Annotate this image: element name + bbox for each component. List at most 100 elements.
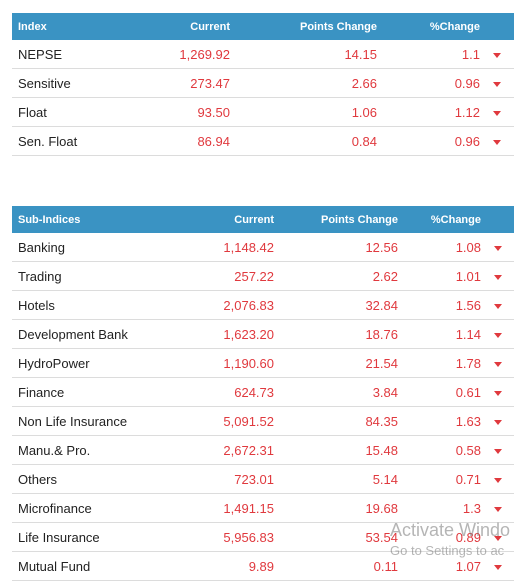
row-points-change: 1.06: [230, 97, 377, 127]
row-current: 723.01: [180, 464, 274, 494]
row-trend: [481, 348, 514, 378]
row-percent-change: 0.71: [398, 464, 481, 494]
down-arrow-icon: [493, 390, 502, 396]
row-name: Others: [12, 464, 180, 494]
index-table-header: Index Current Points Change %Change: [12, 13, 514, 40]
row-name: Float: [12, 97, 132, 127]
row-name: Life Insurance: [12, 522, 180, 552]
table-row[interactable]: Development Bank 1,623.20 18.76 1.14: [12, 319, 514, 349]
down-arrow-icon: [493, 535, 502, 541]
subindex-table-header: Sub-Indices Current Points Change %Chang…: [12, 206, 514, 233]
row-points-change: 15.48: [274, 435, 398, 465]
column-header-current[interactable]: Current: [132, 13, 230, 40]
row-points-change: 2.66: [230, 68, 377, 98]
column-header-current[interactable]: Current: [180, 206, 274, 233]
row-points-change: 18.76: [274, 319, 398, 349]
table-row[interactable]: Hotels 2,076.83 32.84 1.56: [12, 290, 514, 320]
subindex-table: Sub-Indices Current Points Change %Chang…: [12, 206, 514, 581]
row-percent-change: 1.1: [377, 40, 480, 69]
row-percent-change: 1.01: [398, 261, 481, 291]
down-arrow-icon: [493, 52, 501, 58]
row-trend: [481, 261, 514, 291]
down-arrow-icon: [493, 303, 502, 309]
down-arrow-icon: [493, 274, 502, 280]
down-arrow-icon: [493, 361, 502, 367]
row-points-change: 21.54: [274, 348, 398, 378]
row-current: 5,956.83: [180, 522, 274, 552]
row-current: 273.47: [132, 68, 230, 98]
row-points-change: 19.68: [274, 493, 398, 523]
row-percent-change: 1.78: [398, 348, 481, 378]
row-name: Microfinance: [12, 493, 180, 523]
row-name: Banking: [12, 233, 180, 262]
row-points-change: 84.35: [274, 406, 398, 436]
table-row[interactable]: Finance 624.73 3.84 0.61: [12, 377, 514, 407]
row-percent-change: 1.3: [398, 493, 481, 523]
down-arrow-icon: [493, 110, 501, 116]
index-table: Index Current Points Change %Change NEPS…: [12, 13, 514, 156]
table-row[interactable]: Sensitive 273.47 2.66 0.96: [12, 68, 514, 98]
row-trend: [481, 493, 514, 523]
table-row[interactable]: NEPSE 1,269.92 14.15 1.1: [12, 40, 514, 69]
row-name: Sen. Float: [12, 126, 132, 156]
row-name: Non Life Insurance: [12, 406, 180, 436]
row-name: Trading: [12, 261, 180, 291]
table-row[interactable]: Manu.& Pro. 2,672.31 15.48 0.58: [12, 435, 514, 465]
row-percent-change: 0.96: [377, 126, 480, 156]
row-trend: [481, 319, 514, 349]
row-name: Hotels: [12, 290, 180, 320]
column-header-percent-change[interactable]: %Change: [398, 206, 481, 233]
row-trend: [480, 126, 514, 156]
row-trend: [481, 464, 514, 494]
column-header-percent-change[interactable]: %Change: [377, 13, 480, 40]
table-row[interactable]: Trading 257.22 2.62 1.01: [12, 261, 514, 291]
row-name: Development Bank: [12, 319, 180, 349]
row-current: 1,491.15: [180, 493, 274, 523]
row-current: 257.22: [180, 261, 274, 291]
row-trend: [481, 551, 514, 581]
row-points-change: 0.84: [230, 126, 377, 156]
row-percent-change: 1.12: [377, 97, 480, 127]
row-percent-change: 0.61: [398, 377, 481, 407]
column-header-points-change[interactable]: Points Change: [230, 13, 377, 40]
down-arrow-icon: [493, 506, 502, 512]
row-current: 86.94: [132, 126, 230, 156]
table-row[interactable]: Float 93.50 1.06 1.12: [12, 97, 514, 127]
table-row[interactable]: Microfinance 1,491.15 19.68 1.3: [12, 493, 514, 523]
row-trend: [481, 233, 514, 262]
row-name: NEPSE: [12, 40, 132, 69]
row-name: HydroPower: [12, 348, 180, 378]
column-header-trend: [480, 13, 514, 40]
row-current: 2,672.31: [180, 435, 274, 465]
column-header-index[interactable]: Index: [12, 13, 132, 40]
row-points-change: 0.11: [274, 551, 398, 581]
row-name: Manu.& Pro.: [12, 435, 180, 465]
table-row[interactable]: Non Life Insurance 5,091.52 84.35 1.63: [12, 406, 514, 436]
down-arrow-icon: [493, 477, 502, 483]
table-row[interactable]: Sen. Float 86.94 0.84 0.96: [12, 126, 514, 156]
row-trend: [481, 377, 514, 407]
table-row[interactable]: Banking 1,148.42 12.56 1.08: [12, 233, 514, 262]
down-arrow-icon: [493, 245, 502, 251]
table-row[interactable]: Mutual Fund 9.89 0.11 1.07: [12, 551, 514, 581]
row-percent-change: 1.08: [398, 233, 481, 262]
row-current: 93.50: [132, 97, 230, 127]
row-percent-change: 0.89: [398, 522, 481, 552]
row-points-change: 2.62: [274, 261, 398, 291]
row-current: 9.89: [180, 551, 274, 581]
row-name: Sensitive: [12, 68, 132, 98]
table-row[interactable]: HydroPower 1,190.60 21.54 1.78: [12, 348, 514, 378]
row-points-change: 32.84: [274, 290, 398, 320]
column-header-sub-indices[interactable]: Sub-Indices: [12, 206, 180, 233]
down-arrow-icon: [493, 139, 501, 145]
row-trend: [481, 522, 514, 552]
row-points-change: 12.56: [274, 233, 398, 262]
table-row[interactable]: Life Insurance 5,956.83 53.54 0.89: [12, 522, 514, 552]
row-current: 1,269.92: [132, 40, 230, 69]
row-current: 2,076.83: [180, 290, 274, 320]
row-current: 1,148.42: [180, 233, 274, 262]
row-points-change: 3.84: [274, 377, 398, 407]
column-header-points-change[interactable]: Points Change: [274, 206, 398, 233]
row-current: 1,190.60: [180, 348, 274, 378]
table-row[interactable]: Others 723.01 5.14 0.71: [12, 464, 514, 494]
